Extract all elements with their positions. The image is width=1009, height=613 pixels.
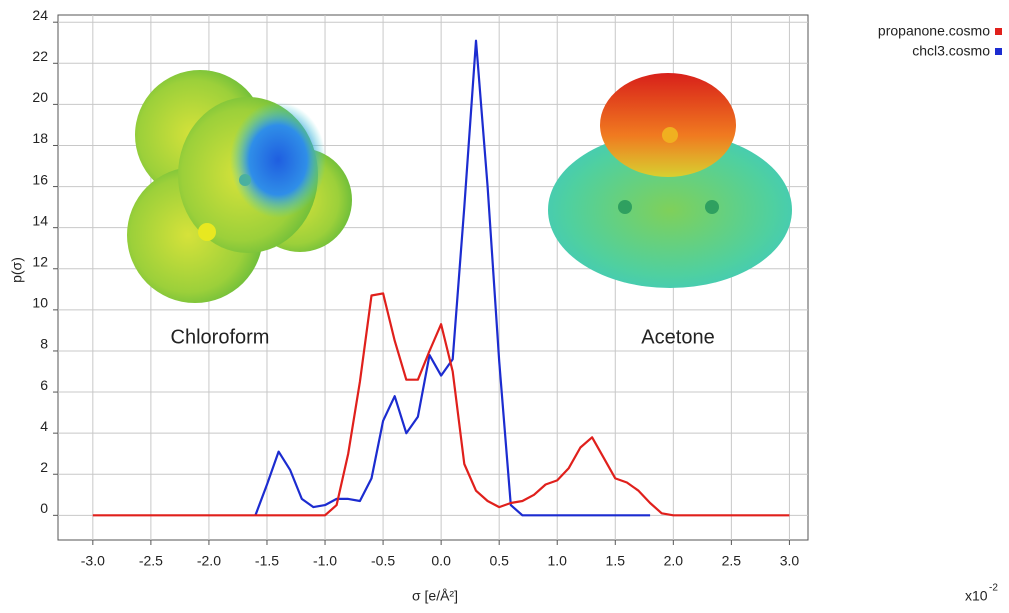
y-tick-label: 4	[40, 418, 48, 434]
x-tick-label: 3.0	[780, 553, 800, 569]
x-tick-label: 0.0	[431, 553, 451, 569]
y-tick-label: 16	[32, 171, 48, 187]
legend-swatch	[995, 48, 1002, 55]
y-tick-label: 2	[40, 459, 48, 475]
legend-label: chcl3.cosmo	[912, 43, 990, 59]
axis-multiplier: x10	[965, 588, 988, 604]
y-tick-label: 6	[40, 377, 48, 393]
y-tick-label: 22	[32, 48, 48, 64]
x-tick-label: -2.0	[197, 553, 221, 569]
legend-swatch	[995, 28, 1002, 35]
axis-multiplier-exponent: -2	[989, 583, 998, 594]
x-tick-label: 1.5	[606, 553, 626, 569]
x-tick-label: 2.0	[664, 553, 684, 569]
x-tick-label: 2.5	[722, 553, 742, 569]
x-axis-label: σ [e/Å²]	[412, 588, 458, 604]
y-tick-label: 0	[40, 500, 48, 516]
x-tick-label: -0.5	[371, 553, 395, 569]
x-tick-label: -1.5	[255, 553, 279, 569]
legend-label: propanone.cosmo	[878, 23, 990, 39]
y-tick-label: 14	[32, 212, 48, 228]
x-tick-label: 0.5	[489, 553, 509, 569]
annotation: Acetone	[641, 326, 714, 348]
y-tick-label: 20	[32, 89, 48, 105]
y-axis-label: p(σ)	[9, 257, 25, 283]
x-tick-label: -1.0	[313, 553, 337, 569]
chart: -3.0 -2.5 -2.0 -1.5 -1.0 -0.5 0.0 0.5 1.0 1.5 2.0 2…	[0, 0, 1009, 608]
y-tick-label: 18	[32, 130, 48, 146]
x-tick-label: -3.0	[81, 553, 105, 569]
y-tick-label: 24	[32, 7, 48, 23]
x-tick-label: 1.0	[547, 553, 567, 569]
legend: propanone.cosmo chcl3.cosmo	[878, 23, 1002, 59]
annotation: Chloroform	[171, 326, 270, 348]
y-tick-label: 12	[32, 253, 48, 269]
y-tick-label: 10	[32, 295, 48, 311]
y-tick-label: 8	[40, 336, 48, 352]
x-tick-label: -2.5	[139, 553, 163, 569]
